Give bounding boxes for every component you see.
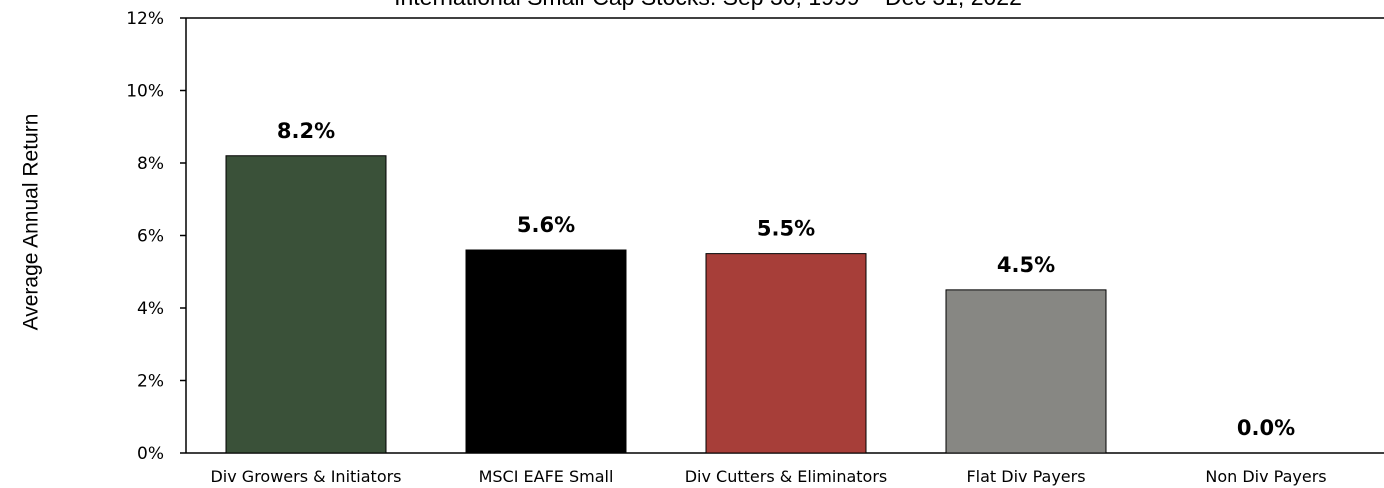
y-tick-label: 8% [137, 154, 164, 174]
chart-title: International Small-Cap Stocks: Sep 30, … [394, 0, 1022, 10]
bar [225, 155, 387, 454]
bar [465, 249, 627, 454]
category-label: MSCI EAFE Small [479, 467, 614, 486]
y-tick-label: 12% [126, 9, 164, 29]
y-tick-label: 2% [137, 372, 164, 392]
y-tick-label: 0% [137, 444, 164, 464]
category-label: Div Cutters & Eliminators [685, 467, 888, 486]
category-label: Flat Div Payers [966, 467, 1085, 486]
category-labels-group: Div Growers & Initiators MSCI EAFE Small D… [210, 467, 1326, 486]
bar-value-label: 8.2% [277, 119, 335, 143]
data-labels-group: 8.2% 5.6% 5.5% 4.5% 0.0% [277, 119, 1295, 440]
bar-value-label: 5.6% [517, 213, 575, 237]
bar [705, 253, 867, 454]
y-tick-label: 4% [137, 299, 164, 319]
bar [945, 289, 1107, 454]
y-axis-ticks: 0% 2% 4% 6% 8% 10% 12% [126, 9, 186, 464]
bar-value-label: 0.0% [1237, 416, 1295, 440]
bar-value-label: 4.5% [997, 253, 1055, 277]
bar-value-label: 5.5% [757, 217, 815, 241]
category-label: Non Div Payers [1205, 467, 1326, 486]
y-tick-label: 10% [126, 82, 164, 102]
y-axis-title: Average Annual Return [20, 114, 43, 331]
category-label: Div Growers & Initiators [210, 467, 401, 486]
y-tick-label: 6% [137, 227, 164, 247]
bars-group [225, 155, 1107, 454]
